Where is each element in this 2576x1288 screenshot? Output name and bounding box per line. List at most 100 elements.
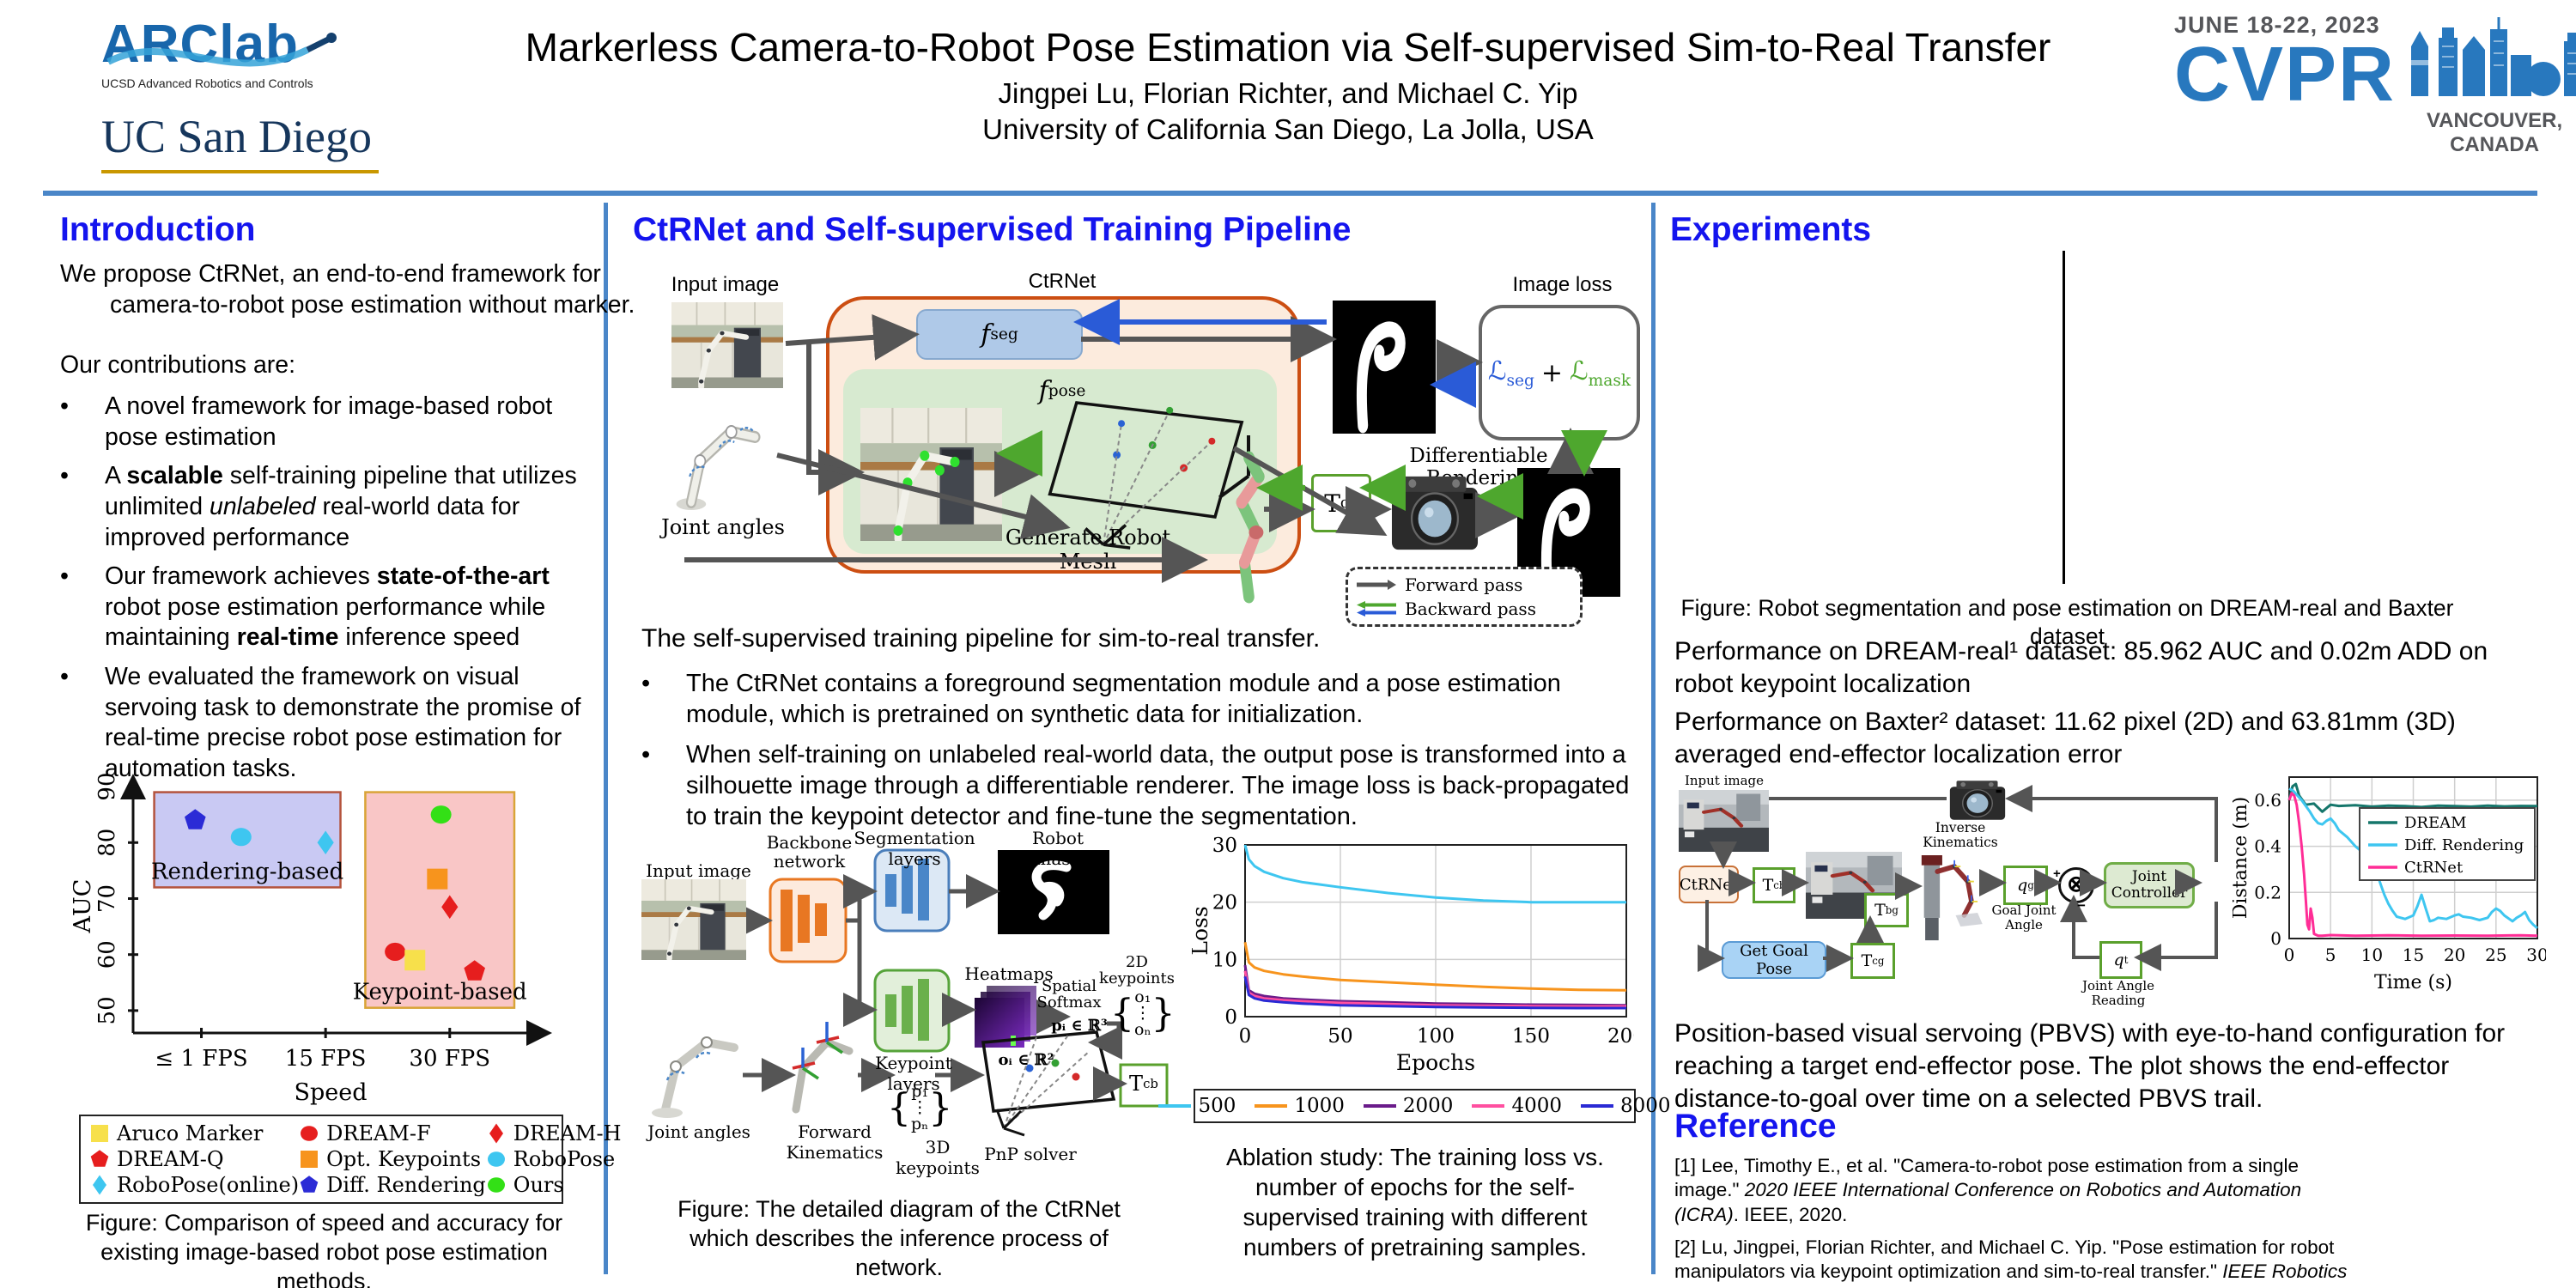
svg-text:Speed: Speed xyxy=(294,1079,367,1106)
backward-pass-arrow-icon xyxy=(1357,601,1396,617)
forward-pass-label: Forward pass xyxy=(1405,574,1523,595)
svg-text:100: 100 xyxy=(1417,1025,1455,1048)
pbvs-paragraph: Position-based visual servoing (PBVS) wi… xyxy=(1674,1019,2506,1114)
reference-item-1: [2] Lu, Jingpei, Florian Richter, and Mi… xyxy=(1674,1236,2348,1288)
svg-text:150: 150 xyxy=(1512,1025,1550,1048)
speed-accuracy-legend: Aruco Marker DREAM-F DREAM-H DREAM-Q Opt. Ke… xyxy=(79,1115,622,1204)
pipeline-heading: CtRNet and Self-supervised Training Pipe… xyxy=(633,211,1352,248)
svg-text:90: 90 xyxy=(94,772,120,800)
pipeline-jointangles-label: Joint angles xyxy=(661,515,785,539)
detailed-kplayers-label: Keypoint layers xyxy=(875,1053,952,1094)
pbvs-goaljointangle-label: Goal Joint Angle xyxy=(1991,902,2057,933)
pipeline-input-label: Input image xyxy=(671,273,780,296)
intro-bullet-list: • A novel framework for image-based robot… xyxy=(60,392,594,793)
title-block: Markerless Camera-to-Robot Pose Estimati… xyxy=(481,24,2095,146)
detailed-backbone-label: Backbone network xyxy=(766,832,853,872)
column-divider-2 xyxy=(1651,203,1656,1274)
intro-bullet-0: • A novel framework for image-based robot… xyxy=(60,392,553,451)
legend-RoboPose: RoboPose xyxy=(486,1147,622,1171)
ablation-legend-4000: 4000 xyxy=(1472,1095,1562,1117)
arclab-logo: ARClab UCSD Advanced Robotics and Contro… xyxy=(101,14,385,100)
detailed-caption: Figure: The detailed diagram of the CtRN… xyxy=(677,1196,1121,1280)
joint-angles-robot-image xyxy=(663,382,775,511)
grid-caption: Figure: Robot segmentation and pose esti… xyxy=(1680,595,2454,650)
pbvs-camera-icon xyxy=(1947,776,2008,824)
svg-text:70: 70 xyxy=(94,884,120,913)
performance-dream: Performance on DREAM-real¹ dataset: 85.9… xyxy=(1674,637,2488,698)
ablation-legend-500: 500 xyxy=(1158,1095,1236,1117)
pipeline-input-image xyxy=(671,302,783,388)
intro-figure-caption: Figure: Comparison of speed and accuracy… xyxy=(85,1210,563,1288)
svg-text:20: 20 xyxy=(2444,945,2465,965)
loss-seg-term: ℒseg xyxy=(1487,355,1534,390)
pbvs-jointanglereading-label: Joint Angle Reading xyxy=(2081,978,2155,1008)
svg-text:AUC: AUC xyxy=(73,879,96,934)
svg-text:5: 5 xyxy=(2325,945,2336,965)
legend-Ours: Ours xyxy=(486,1173,622,1197)
svg-text:200: 200 xyxy=(1607,1025,1634,1048)
detailed-jointangles-label: Joint angles xyxy=(647,1121,750,1142)
svg-text:15: 15 xyxy=(2403,945,2424,965)
svg-text:Epochs: Epochs xyxy=(1396,1050,1475,1075)
legend-Aruco Marker: Aruco Marker xyxy=(89,1121,299,1145)
svg-text:10: 10 xyxy=(1212,949,1237,971)
svg-text:0: 0 xyxy=(1224,1006,1237,1029)
ablation-legend-1000: 1000 xyxy=(1255,1095,1345,1117)
pbvs-goal-image xyxy=(1806,852,1902,919)
speed-accuracy-chart: Rendering-based Keypoint-based 50 60 70 80 90 ≤… xyxy=(73,772,552,1106)
keypoint-overlay-image xyxy=(860,408,1002,541)
svg-text:30: 30 xyxy=(2526,945,2546,965)
reference-item-0: [1] Lee, Timothy E., et al. "Camera-to-r… xyxy=(1674,1155,2302,1225)
detailed-kp2d-label: 2D keypoints xyxy=(1099,953,1175,987)
svg-text:Rendering-based: Rendering-based xyxy=(151,859,343,884)
svg-text:20: 20 xyxy=(1212,892,1237,914)
svg-text:≤ 1 FPS: ≤ 1 FPS xyxy=(155,1046,247,1072)
pipeline-bullet-0: • The CtRNet contains a foreground segmen… xyxy=(641,670,1561,729)
legend-Opt. Keypoints: Opt. Keypoints xyxy=(299,1147,486,1171)
detailed-p-r3-label: pᵢ ∈ ℝ³ xyxy=(1051,1017,1108,1035)
intro-heading: Introduction xyxy=(60,211,256,248)
svg-text:30 FPS: 30 FPS xyxy=(409,1046,490,1072)
pbvs-getgoalpose-box: Get Goal Pose xyxy=(1722,941,1826,979)
legend-DREAM-F: DREAM-F xyxy=(299,1121,486,1145)
pbvs-motor-icon xyxy=(2196,862,2237,902)
svg-text:0.4: 0.4 xyxy=(2254,836,2281,857)
legend-Diff. Rendering: Diff. Rendering xyxy=(299,1173,486,1197)
results-image-grid xyxy=(1670,251,2460,584)
pass-legend: Forward pass Backward pass xyxy=(1346,567,1583,627)
svg-text:30: 30 xyxy=(1212,835,1237,857)
detailed-robotmask-label: Robot mask xyxy=(1032,828,1084,869)
pipeline-summary: The self-supervised training pipeline fo… xyxy=(641,624,1321,653)
ablation-legend: 500 1000 2000 4000 8000 xyxy=(1158,1089,1671,1123)
ablation-legend-2000: 2000 xyxy=(1363,1095,1454,1117)
pbvs-ctrnet-box: CtRNet xyxy=(1679,866,1739,903)
pbvs-input-label: Input image xyxy=(1684,773,1765,788)
generate-mesh-label: Generate Robot Mesh xyxy=(1005,526,1171,574)
segmentation-mask-image xyxy=(1333,301,1436,434)
detailed-input-label: Input image xyxy=(646,860,751,881)
fseg-module: f seg xyxy=(916,309,1083,360)
reference-list: [1] Lee, Timothy E., et al. "Camera-to-r… xyxy=(1674,1154,2348,1288)
svg-text:Distance (m): Distance (m) xyxy=(2233,797,2251,919)
svg-text:Loss: Loss xyxy=(1192,906,1212,955)
pbvs-input-image xyxy=(1679,790,1769,852)
cvpr-location: VANCOUVER, CANADA xyxy=(2426,109,2563,156)
intro-p1: We propose CtRNet, an end-to-end framewo… xyxy=(60,260,635,319)
detailed-input-image xyxy=(641,879,746,960)
poster-affiliation: University of California San Diego, La J… xyxy=(982,113,1594,145)
qr-code xyxy=(2377,1130,2497,1250)
detailed-softmax-label: Spatial Softmax xyxy=(1036,977,1102,1012)
header-rule xyxy=(43,191,2537,196)
svg-text:50: 50 xyxy=(1327,1025,1352,1048)
detailed-kp3d-label: 3D keypoints xyxy=(896,1137,980,1178)
intro-bullet-2: • Our framework achieves state-of-the-art… xyxy=(60,562,550,652)
loss-mask-term: ℒmask xyxy=(1570,355,1631,390)
forward-pass-arrow-icon xyxy=(1357,580,1396,590)
svg-text:0: 0 xyxy=(2284,945,2295,965)
detailed-diagram-shapes xyxy=(652,848,1169,1137)
